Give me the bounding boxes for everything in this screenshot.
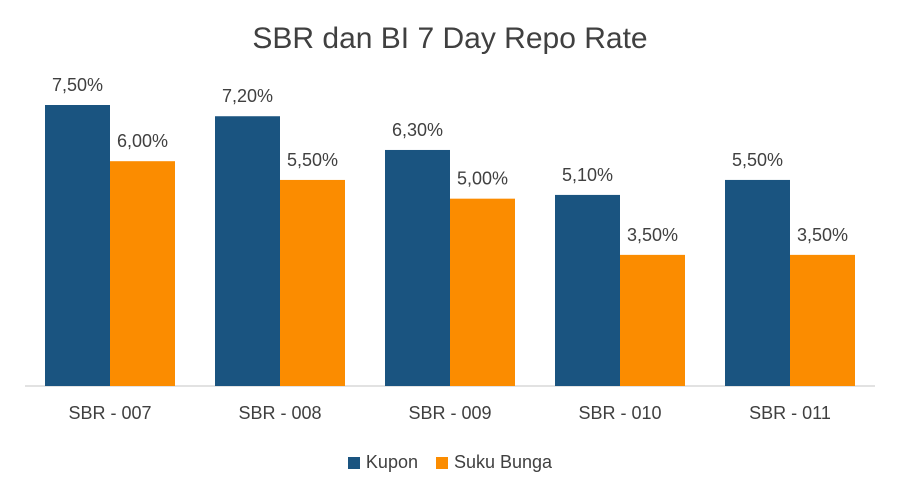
data-label-kupon-1: 7,50% [52, 75, 103, 95]
x-tick-label-1: SBR - 007 [68, 403, 151, 423]
legend-swatch-kupon [347, 456, 360, 469]
data-label-suku-bunga-5: 3,50% [797, 225, 848, 245]
x-tick-label-4: SBR - 010 [578, 403, 661, 423]
bar-kupon-5 [725, 179, 790, 386]
legend-item-kupon: Kupon [347, 452, 418, 473]
x-tick-label-2: SBR - 008 [238, 403, 321, 423]
bar-kupon-4 [555, 194, 620, 386]
data-label-suku-bunga-2: 5,50% [287, 150, 338, 170]
chart-title: SBR dan BI 7 Day Repo Rate [252, 22, 648, 55]
data-label-kupon-4: 5,10% [562, 165, 613, 185]
bar-suku-bunga-4 [620, 254, 685, 386]
bar-suku-bunga-2 [280, 179, 345, 386]
data-label-suku-bunga-3: 5,00% [457, 169, 508, 189]
data-label-kupon-5: 5,50% [732, 150, 783, 170]
data-label-suku-bunga-4: 3,50% [627, 225, 678, 245]
bar-suku-bunga-3 [450, 198, 515, 386]
x-tick-label-5: SBR - 011 [749, 403, 831, 423]
legend-item-suku-bunga: Suku Bunga [435, 452, 553, 473]
bar-kupon-3 [385, 149, 450, 386]
legend-label-kupon: Kupon [365, 452, 418, 472]
bar-suku-bunga-1 [110, 161, 175, 386]
data-label-suku-bunga-1: 6,00% [117, 131, 168, 151]
bar-suku-bunga-5 [790, 254, 855, 386]
bar-kupon-2 [215, 116, 280, 387]
legend: Kupon Suku Bunga [0, 452, 900, 473]
legend-swatch-suku-bunga [435, 456, 448, 469]
legend-label-suku-bunga: Suku Bunga [453, 452, 553, 472]
data-label-kupon-2: 7,20% [222, 86, 273, 106]
bar-kupon-1 [45, 105, 110, 386]
x-tick-label-3: SBR - 009 [408, 403, 491, 423]
data-label-kupon-3: 6,30% [392, 120, 443, 140]
